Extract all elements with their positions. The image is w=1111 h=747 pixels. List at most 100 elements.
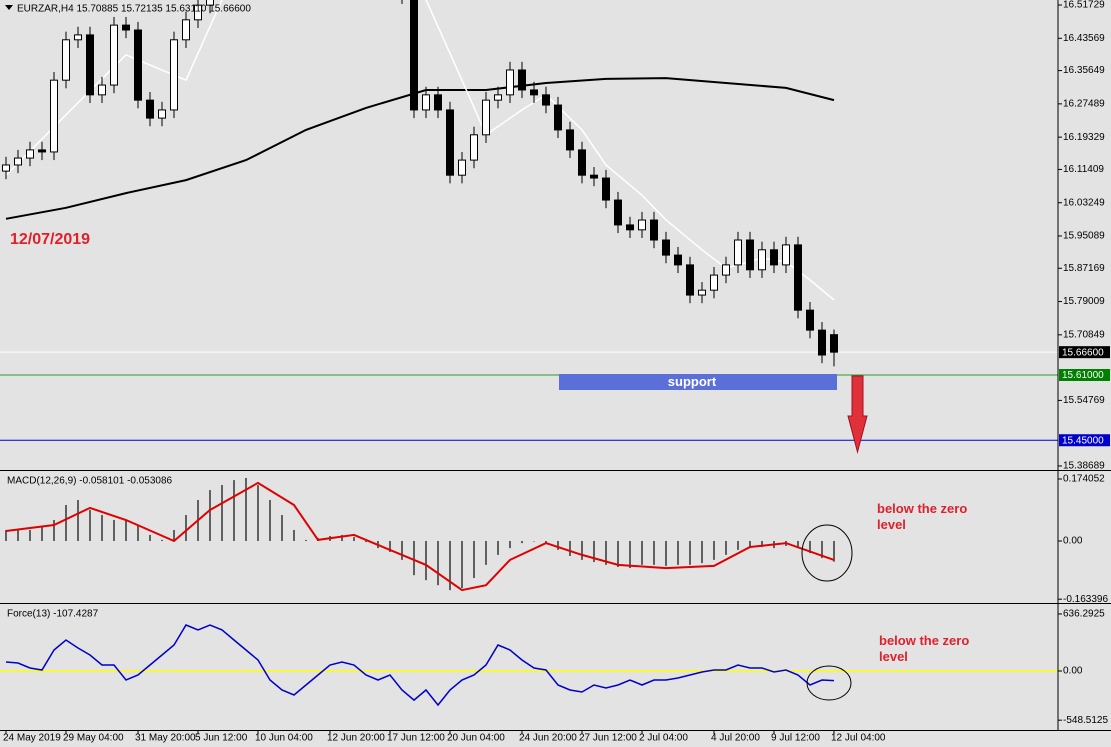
macd-bar: [400, 540, 403, 560]
support-label: support: [668, 374, 717, 389]
candle-body: [721, 264, 730, 276]
force-panel: [0, 624, 1058, 707]
x-tick-label: 9 Jul 12:00: [771, 733, 820, 744]
macd-bar: [76, 500, 79, 541]
candle-body: [469, 134, 478, 161]
macd-bar: [700, 540, 703, 564]
force-line: [5, 624, 835, 707]
macd-bar: [688, 540, 691, 565]
macd-bar: [280, 514, 283, 541]
macd-bar: [364, 540, 367, 543]
y-tick-label: 15.54769: [1063, 395, 1105, 406]
macd-bar: [592, 540, 595, 563]
macd-bar: [268, 500, 271, 541]
candle-body: [541, 94, 550, 106]
candle-body: [49, 79, 58, 153]
y-tick-label: 15.79009: [1063, 296, 1105, 307]
axes: 16.51729 16.43569 16.35649 16.27489 16.19329…: [3, 0, 1110, 744]
candle-body: [1, 164, 10, 172]
y-tick-label: -0.163396: [1063, 594, 1108, 605]
macd-bar: [520, 540, 523, 544]
macd-bar: [436, 540, 439, 586]
force-annotation: below the zero level: [879, 633, 970, 664]
symbol-icon: [5, 5, 13, 10]
macd-bar: [820, 540, 823, 559]
macd-bar: [412, 540, 415, 576]
candle-body: [133, 29, 142, 101]
down-arrow: [847, 375, 868, 454]
candle-body: [769, 249, 778, 266]
macd-bar: [532, 540, 535, 542]
candle-body: [613, 199, 622, 226]
candle-body: [97, 84, 106, 96]
level-label-box: [1059, 368, 1110, 381]
x-tick-label: 4 Jul 20:00: [711, 733, 760, 744]
x-tick-label: 29 May 04:00: [63, 733, 124, 744]
level-label: 15.61000: [1062, 370, 1104, 381]
macd-bar: [124, 519, 127, 541]
y-tick-label: 15.70849: [1063, 329, 1105, 340]
x-tick-label: 31 May 20:00: [135, 733, 196, 744]
candle-body: [493, 94, 502, 101]
macd-bar: [424, 540, 427, 581]
candle-body: [781, 244, 790, 266]
candle-body: [433, 94, 442, 111]
price-panel: [0, 0, 1058, 441]
macd-bar: [232, 480, 235, 541]
macd-bar: [100, 514, 103, 541]
macd-bar: [736, 540, 739, 550]
macd-bar: [808, 540, 811, 554]
candle-body: [421, 94, 430, 111]
candle-body: [457, 159, 466, 176]
macd-panel: [4, 477, 835, 592]
y-tick-label: 636.2925: [1063, 609, 1105, 620]
candle-body: [829, 334, 838, 353]
x-tick-label: 5 Jun 12:00: [195, 733, 248, 744]
macd-bar: [748, 540, 751, 549]
y-tick-label: 15.38689: [1063, 461, 1105, 472]
macd-bar: [160, 539, 163, 541]
x-tick-label: 24 May 2019: [3, 733, 61, 744]
macd-bar: [652, 540, 655, 565]
candle-body: [37, 149, 46, 153]
macd-bar: [52, 519, 55, 541]
y-tick-label: -548.5125: [1063, 715, 1108, 726]
candle-body: [205, 0, 214, 6]
candle-body: [637, 219, 646, 231]
macd-bar: [484, 540, 487, 565]
x-tick-label: 17 Jun 12:00: [387, 733, 445, 744]
y-tick-label: 15.87169: [1063, 263, 1105, 274]
macd-bar: [724, 540, 727, 555]
candle-body: [577, 149, 586, 176]
candle-body: [625, 224, 634, 231]
macd-bar: [388, 540, 391, 553]
candle-body: [445, 109, 454, 176]
macd-bar: [616, 540, 619, 567]
y-tick-label: 16.51729: [1063, 0, 1105, 11]
macd-bar: [664, 540, 667, 566]
macd-bar: [220, 485, 223, 541]
level-label: 15.66600: [1062, 347, 1104, 358]
candle-body: [13, 157, 22, 166]
y-tick-label: 15.95089: [1063, 231, 1105, 242]
macd-bar: [304, 539, 307, 541]
macd-bar: [292, 529, 295, 541]
macd-bar: [760, 540, 763, 548]
candle-body: [733, 239, 742, 266]
candle-body: [505, 69, 514, 96]
level-label-box: [1059, 434, 1110, 447]
date-annotation: 12/07/2019: [10, 231, 90, 248]
macd-bar: [580, 540, 583, 560]
macd-bar: [712, 540, 715, 560]
x-tick-label: 12 Jul 04:00: [831, 733, 886, 744]
macd-bar: [508, 540, 511, 549]
candle-body: [85, 34, 94, 96]
macd-bar: [184, 514, 187, 541]
candle-body: [805, 309, 814, 331]
x-tick-label: 24 Jun 20:00: [519, 733, 577, 744]
macd-bar: [64, 505, 67, 541]
macd-bar: [472, 540, 475, 579]
macd-bar: [16, 529, 19, 541]
y-tick-label: 0.00: [1063, 536, 1083, 547]
